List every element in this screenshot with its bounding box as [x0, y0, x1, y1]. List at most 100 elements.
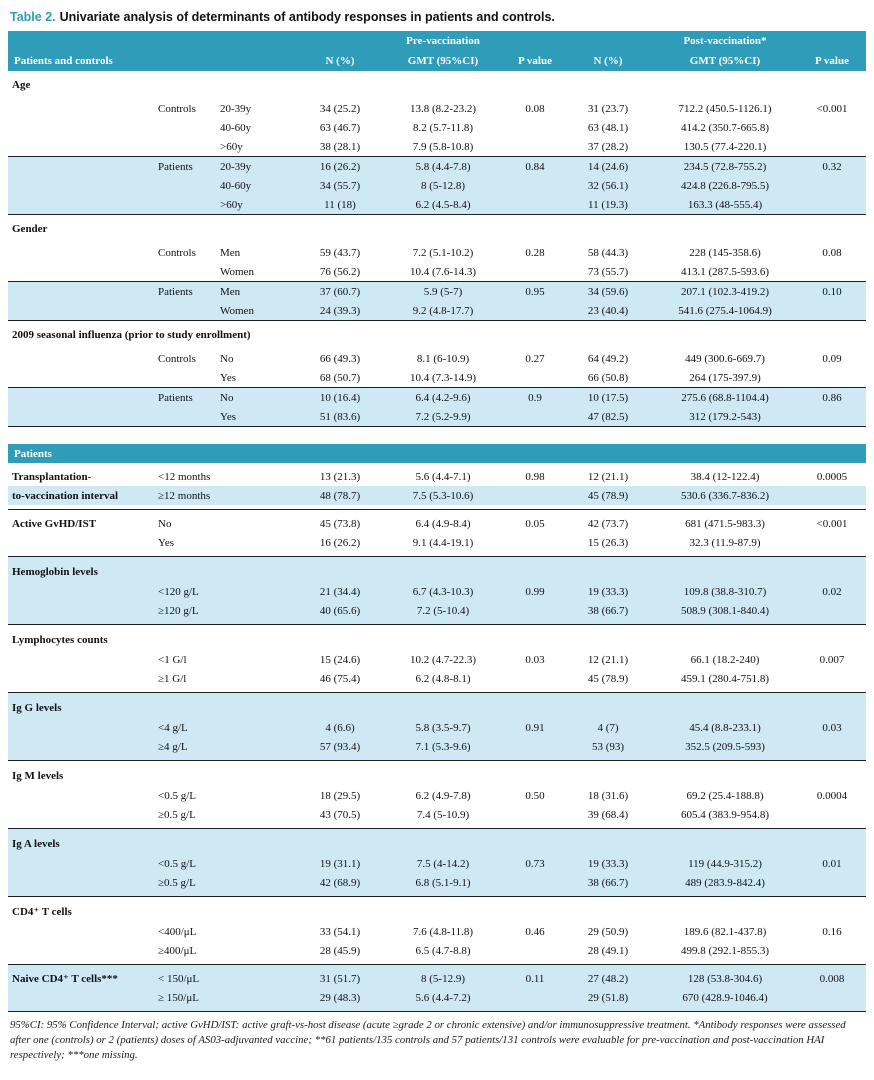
table-row: Controls Men 59 (43.7) 7.2 (5.1-10.2) 0.28 58… [8, 243, 866, 262]
data-cell: 16 (26.2) [319, 536, 361, 549]
table-row: ≥4 g/L 57 (93.4) 7.1 (5.3-9.6) 53 (93) 352.5… [8, 737, 866, 756]
section-label-row: CD4⁺ T cells [8, 901, 866, 922]
section-label: to-vaccination interval [12, 489, 119, 502]
group-label: Patients [158, 160, 193, 173]
table-row: <1 G/l 15 (24.6) 10.2 (4.7-22.3) 0.03 12 (21… [8, 650, 866, 669]
data-cell: 0.008 [819, 972, 845, 985]
section-ig-m-levels: Ig M levels <0.5 g/L 18 (29.5) 6.2 (4.9-7.8… [8, 760, 866, 828]
table-caption: Univariate analysis of determinants of a… [59, 10, 555, 24]
data-cell: 0.95 [525, 285, 545, 298]
data-cell: 6.4 (4.2-9.6) [415, 391, 471, 404]
col-header-n-pre: N (%) [325, 55, 355, 67]
section-label: Transplantation- [12, 470, 92, 483]
data-cell: 66 (49.3) [319, 352, 361, 365]
row-category: <4 g/L [158, 721, 188, 734]
group-controls: Controls Men 59 (43.7) 7.2 (5.1-10.2) 0.28 58… [8, 243, 866, 281]
data-cell: 45 (78.9) [587, 489, 629, 502]
data-cell: 0.0005 [816, 470, 848, 483]
data-cell: 7.9 (5.8-10.8) [412, 140, 474, 153]
data-cell: 0.02 [822, 585, 842, 598]
section-label: Ig G levels [12, 701, 62, 714]
row-category: >60y [220, 198, 243, 211]
data-cell: 508.9 (308.1-840.4) [681, 604, 769, 617]
row-category: 40-60y [220, 121, 252, 134]
data-cell: 189.6 (82.1-437.8) [683, 925, 767, 938]
data-cell: 6.2 (4.5-8.4) [415, 198, 471, 211]
data-cell: 234.5 (72.8-755.2) [683, 160, 767, 173]
col-header-n-post: N (%) [593, 55, 623, 67]
data-cell: 46 (75.4) [319, 672, 361, 685]
data-cell: 37 (28.2) [587, 140, 629, 153]
data-cell: 109.8 (38.8-310.7) [683, 585, 767, 598]
data-cell: 424.8 (226.8-795.5) [681, 179, 769, 192]
row-category: 20-39y [220, 160, 252, 173]
col-header-pvalue-pre: P value [518, 55, 552, 67]
data-cell: 47 (82.5) [587, 410, 629, 423]
data-cell: 681 (471.5-983.3) [685, 517, 765, 530]
data-cell: 16 (26.2) [319, 160, 361, 173]
table-row: ≥120 g/L 40 (65.6) 7.2 (5-10.4) 38 (66.7) 50… [8, 601, 866, 620]
data-cell: 38 (66.7) [587, 604, 629, 617]
row-category: ≥400/μL [158, 944, 197, 957]
row-category: Women [220, 304, 254, 317]
data-cell: 163.3 (48-555.4) [687, 198, 763, 211]
data-cell: 34 (55.7) [319, 179, 361, 192]
section-active-gvhd-ist: Active GvHD/IST No 45 (73.8) 6.4 (4.9-8.4) 0… [8, 509, 866, 556]
data-cell: 12 (21.1) [587, 470, 629, 483]
table-row: <4 g/L 4 (6.6) 5.8 (3.5-9.7) 0.91 4 (7) 45.4 … [8, 718, 866, 737]
data-cell: 27 (48.2) [587, 972, 629, 985]
group-label: Patients [158, 285, 193, 298]
row-category: ≥120 g/L [158, 604, 199, 617]
data-cell: 45 (78.9) [587, 672, 629, 685]
group-patients: Patients Men 37 (60.7) 5.9 (5-7) 0.95 34 (59.… [8, 281, 866, 320]
data-cell: 5.6 (4.4-7.2) [415, 991, 471, 1004]
data-cell: 10 (17.5) [587, 391, 629, 404]
table-row: Transplantation- <12 months 13 (21.3) 5.6 (… [8, 467, 866, 486]
table-row: ≥0.5 g/L 42 (68.9) 6.8 (5.1-9.1) 38 (66.7) 4… [8, 873, 866, 892]
data-cell: 76 (56.2) [319, 265, 361, 278]
data-cell: 7.2 (5.1-10.2) [412, 246, 474, 259]
data-cell: 40 (65.6) [319, 604, 361, 617]
section-label: CD4⁺ T cells [12, 906, 72, 918]
section-hemoglobin-levels: Hemoglobin levels <120 g/L 21 (34.4) 6.7 (4… [8, 556, 866, 624]
data-cell: 28 (45.9) [319, 944, 361, 957]
data-cell: 6.2 (4.8-8.1) [415, 672, 471, 685]
data-cell: 7.5 (4-14.2) [416, 857, 470, 870]
data-cell: 57 (93.4) [319, 740, 361, 753]
data-cell: 10 (16.4) [319, 391, 361, 404]
data-cell: 0.0004 [816, 789, 848, 802]
data-table: Pre-vaccination Post-vaccination* Patien… [8, 31, 866, 1012]
data-cell: 11 (19.3) [588, 198, 628, 211]
pre-vaccination-span-header: Pre-vaccination [406, 35, 480, 47]
data-cell: 51 (83.6) [319, 410, 361, 423]
table-row: ≥400/μL 28 (45.9) 6.5 (4.7-8.8) 28 (49.1) 49… [8, 941, 866, 960]
row-category: Yes [158, 536, 175, 549]
data-cell: 12 (21.1) [587, 653, 629, 666]
table-number: Table 2. [10, 10, 56, 24]
data-cell: 130.5 (77.4-220.1) [683, 140, 767, 153]
table-row: >60y 38 (28.1) 7.9 (5.8-10.8) 37 (28.2) 130.… [8, 137, 866, 156]
data-cell: 4 (6.6) [325, 721, 355, 734]
data-cell: 59 (43.7) [319, 246, 361, 259]
section-label-row: Lymphocytes counts [8, 629, 866, 650]
section-gender: Gender Controls Men 59 (43.7) 7.2 (5.1-10.2)… [8, 214, 866, 320]
row-category: <120 g/L [158, 585, 199, 598]
data-cell: 10.2 (4.7-22.3) [410, 653, 476, 666]
row-category: <400/μL [158, 925, 197, 938]
data-cell: 0.01 [822, 857, 842, 870]
section-label: Active GvHD/IST [12, 517, 97, 530]
row-category: ≥0.5 g/L [158, 808, 196, 821]
table-row: Women 24 (39.3) 9.2 (4.8-17.7) 23 (40.4) 541… [8, 301, 866, 320]
data-cell: 45 (73.8) [319, 517, 361, 530]
data-cell: 459.1 (280.4-751.8) [681, 672, 769, 685]
data-cell: 58 (44.3) [587, 246, 629, 259]
data-cell: 541.6 (275.4-1064.9) [678, 304, 772, 317]
data-cell: 8.1 (6-10.9) [416, 352, 470, 365]
data-cell: 275.6 (68.8-1104.4) [681, 391, 769, 404]
data-cell: 38 (66.7) [587, 876, 629, 889]
data-cell: 5.8 (3.5-9.7) [415, 721, 471, 734]
data-cell: 34 (59.6) [587, 285, 629, 298]
data-cell: 63 (46.7) [319, 121, 361, 134]
data-cell: 413.1 (287.5-593.6) [681, 265, 769, 278]
group-label: Patients [158, 391, 193, 404]
